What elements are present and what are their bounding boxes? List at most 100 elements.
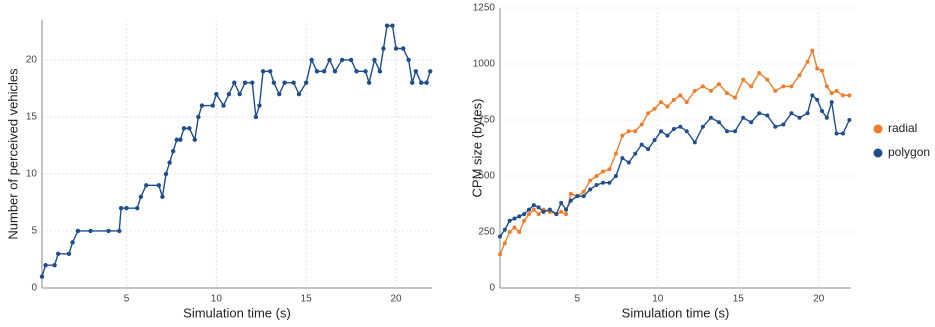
data-point: [607, 180, 612, 185]
data-point: [652, 106, 657, 111]
data-point: [384, 23, 390, 28]
data-point: [834, 131, 839, 136]
data-point: [174, 137, 179, 142]
data-point: [232, 80, 237, 85]
data-point: [291, 80, 296, 85]
data-point: [309, 57, 314, 63]
data-point: [789, 84, 794, 89]
data-point: [765, 113, 770, 118]
data-point: [138, 194, 144, 199]
data-point: [507, 218, 512, 223]
data-point: [512, 225, 517, 230]
data-point: [250, 80, 255, 85]
data-point: [646, 147, 651, 152]
data-point: [210, 103, 215, 108]
data-point: [52, 262, 57, 268]
data-point: [773, 124, 778, 129]
data-point: [633, 151, 638, 156]
data-point: [117, 228, 122, 234]
data-point: [749, 84, 754, 89]
data-point: [700, 124, 705, 129]
x-tick-label: 15: [733, 294, 745, 305]
data-point: [773, 88, 778, 93]
data-point: [757, 70, 762, 75]
data-point: [314, 69, 320, 74]
data-point: [733, 129, 738, 134]
data-point: [781, 122, 786, 127]
data-point: [581, 194, 586, 199]
data-point: [639, 122, 644, 127]
x-tick-label: 20: [813, 294, 825, 305]
data-point: [810, 48, 815, 53]
y-tick-label: 250: [478, 227, 495, 238]
data-point: [847, 118, 852, 122]
legend-label: polygon: [888, 145, 930, 159]
data-point: [797, 73, 802, 78]
data-point: [522, 218, 527, 223]
data-point: [633, 129, 638, 134]
data-point: [659, 129, 664, 134]
data-point: [601, 180, 606, 185]
x-tick-label: 5: [124, 294, 130, 305]
data-point: [665, 104, 670, 109]
data-point: [502, 241, 507, 246]
data-point: [502, 227, 507, 232]
y-tick-label: 500: [478, 171, 495, 182]
data-point: [419, 80, 424, 85]
x-axis-label: Simulation time (s): [183, 305, 291, 320]
x-axis-label: Simulation time (s): [622, 305, 730, 320]
data-point: [757, 111, 762, 116]
data-point: [424, 80, 429, 85]
data-point: [377, 69, 383, 74]
data-point: [824, 84, 829, 89]
data-point: [321, 69, 327, 74]
data-point: [554, 212, 559, 217]
x-tick-label: 5: [575, 294, 581, 305]
data-point: [741, 77, 746, 82]
series-line: [41, 25, 431, 277]
data-point: [559, 200, 564, 205]
data-point: [815, 66, 820, 71]
data-point: [118, 205, 124, 211]
data-point: [613, 174, 618, 178]
data-point: [716, 120, 721, 125]
data-point: [381, 46, 386, 51]
data-point: [354, 69, 359, 74]
data-point: [568, 198, 573, 203]
data-point: [797, 115, 802, 120]
data-point: [498, 234, 502, 239]
data-point: [601, 169, 606, 174]
x-tick-label: 15: [301, 294, 313, 305]
series-line: [499, 48, 850, 255]
data-point: [684, 100, 689, 105]
data-point: [106, 228, 111, 234]
legend-label: radial: [888, 121, 917, 135]
y-tick-label: 15: [26, 112, 38, 123]
data-point: [268, 69, 273, 74]
data-point: [559, 209, 564, 214]
data-point: [568, 191, 573, 196]
data-point: [536, 212, 541, 217]
data-point: [626, 160, 631, 165]
data-point: [167, 160, 172, 165]
data-point: [741, 115, 746, 120]
data-point: [536, 205, 541, 210]
y-tick-label: 1000: [473, 59, 496, 70]
data-point: [410, 80, 415, 85]
data-point: [181, 126, 187, 131]
data-point: [498, 252, 502, 257]
data-point: [692, 88, 697, 93]
data-point: [517, 230, 522, 234]
data-point: [820, 68, 825, 73]
data-point: [507, 230, 512, 234]
data-point: [646, 111, 651, 116]
data-point: [393, 46, 399, 51]
data-point: [178, 137, 183, 142]
data-point: [66, 251, 72, 256]
data-point: [160, 194, 165, 199]
data-point: [607, 167, 612, 172]
data-point: [214, 91, 219, 97]
data-point: [242, 80, 248, 85]
y-tick-label: 750: [478, 115, 495, 126]
data-point: [339, 57, 345, 63]
